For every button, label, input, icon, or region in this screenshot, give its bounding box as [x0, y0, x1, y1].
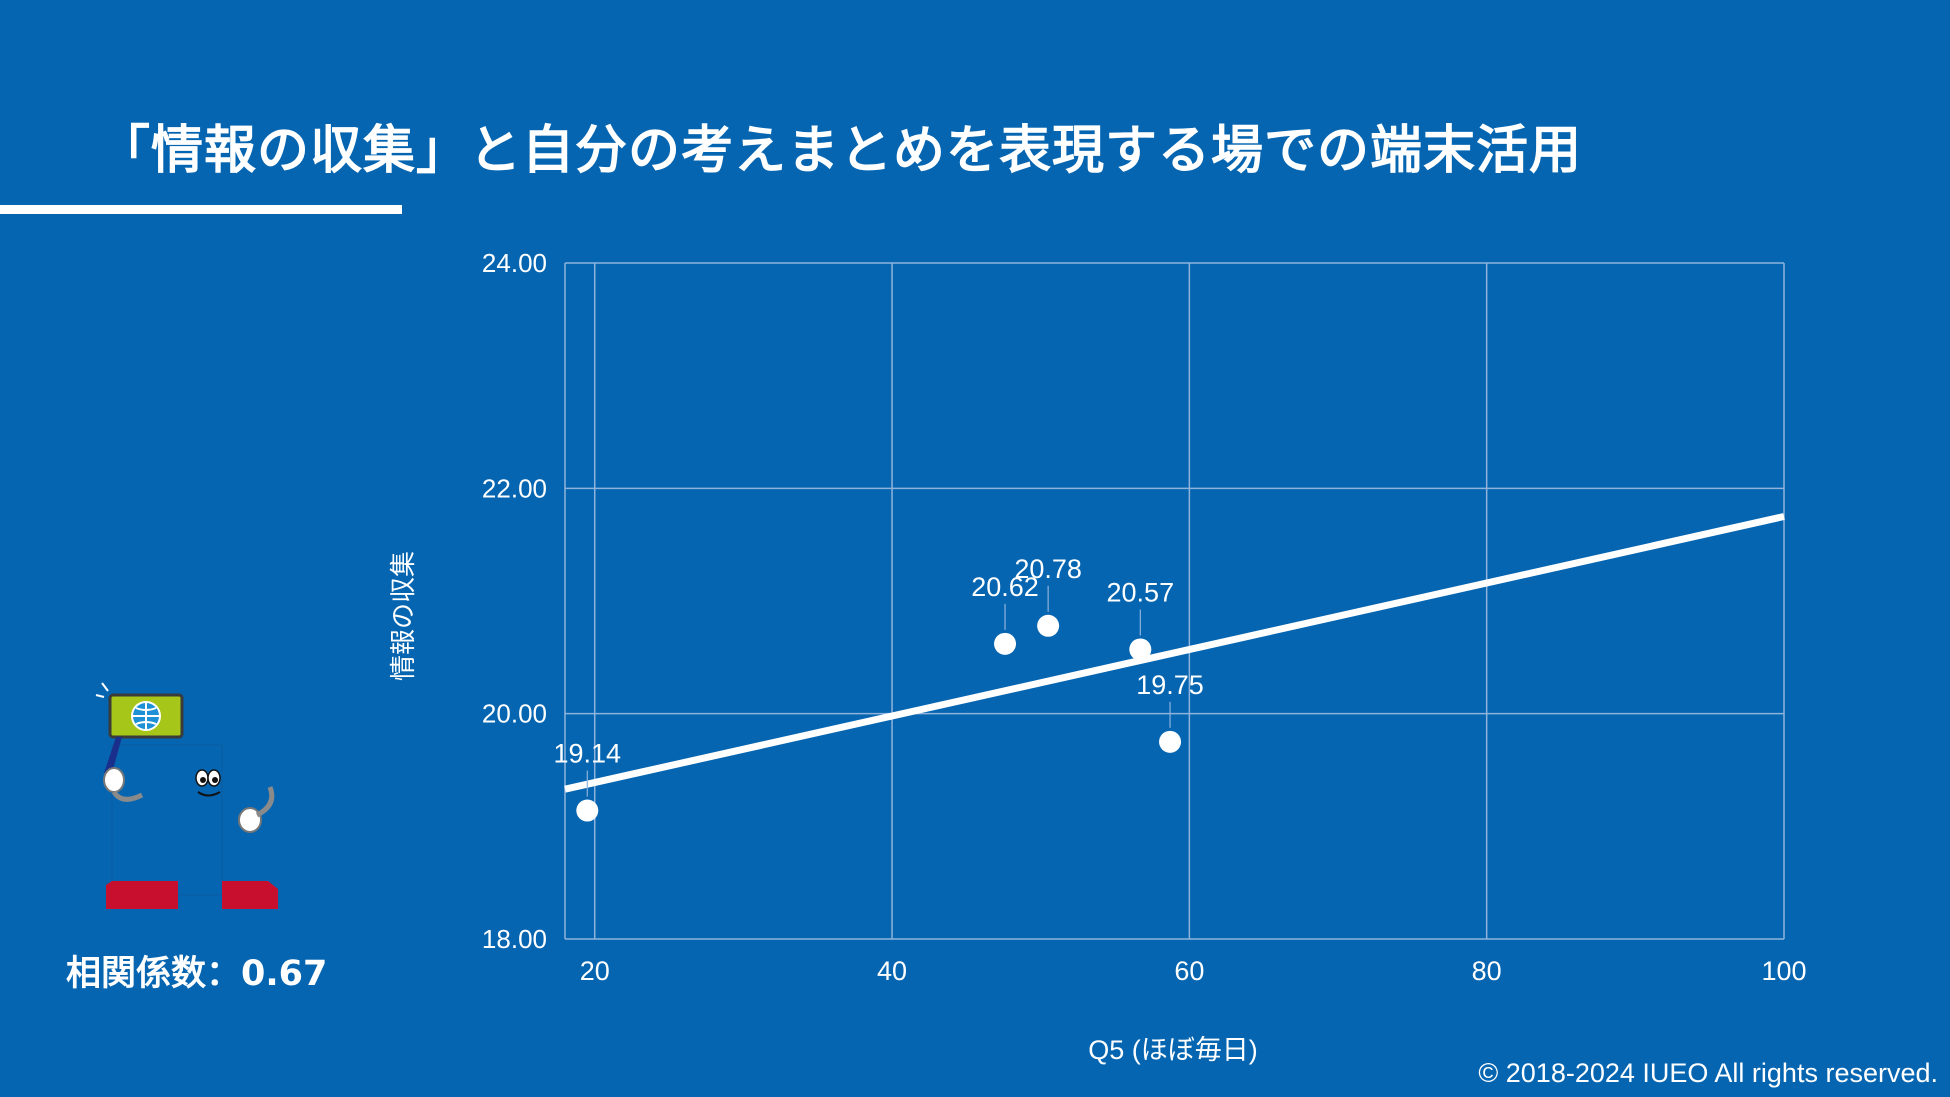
- chart-trendline-layer: [564, 513, 1785, 793]
- x-tick-label: 60: [1174, 956, 1204, 986]
- mascot-character: [92, 675, 322, 919]
- x-tick-label: 80: [1472, 956, 1502, 986]
- y-axis-label: 情報の収集: [389, 551, 419, 681]
- data-label: 20.57: [1107, 577, 1175, 607]
- mascot-hands-icon: [103, 767, 275, 833]
- mascot-body: [111, 744, 223, 896]
- x-axis-label: Q5 (ほぼ毎日): [1088, 1035, 1258, 1065]
- x-tick-label: 40: [877, 956, 907, 986]
- trendline: [564, 513, 1785, 793]
- data-point: [994, 632, 1017, 655]
- data-point: [576, 799, 599, 822]
- globe-sign-icon: [95, 682, 184, 739]
- x-tick-label: 100: [1761, 956, 1806, 986]
- correlation-coefficient: 相関係数：0.67: [66, 954, 328, 994]
- mascot-pole-icon: [104, 737, 122, 773]
- data-label: 19.14: [554, 739, 622, 769]
- data-label: 20.62: [971, 572, 1039, 602]
- title-underline: [0, 205, 402, 214]
- copyright-notice: © 2018-2024 IUEO All rights reserved.: [1478, 1058, 1938, 1088]
- mascot-face-icon: [195, 769, 221, 797]
- chart-grid: [564, 262, 1785, 940]
- y-tick-label: 24.00: [482, 248, 547, 278]
- data-point: [1129, 638, 1152, 661]
- x-tick-label: 20: [580, 956, 610, 986]
- slide-title: 「情報の収集」と自分の考えまとめを表現する場での端末活用: [98, 121, 1583, 181]
- data-point: [1159, 730, 1182, 753]
- data-label: 19.75: [1136, 670, 1204, 700]
- y-tick-label: 18.00: [482, 924, 547, 954]
- chart-ticks: 24.00 22.00 20.00 18.00 20 40 60 80 100: [482, 248, 1807, 986]
- data-point: [1037, 614, 1060, 637]
- data-label: 20.78: [1014, 554, 1082, 584]
- y-tick-label: 22.00: [482, 473, 547, 503]
- mascot-shoes-icon: [106, 881, 278, 909]
- y-tick-label: 20.00: [482, 699, 547, 729]
